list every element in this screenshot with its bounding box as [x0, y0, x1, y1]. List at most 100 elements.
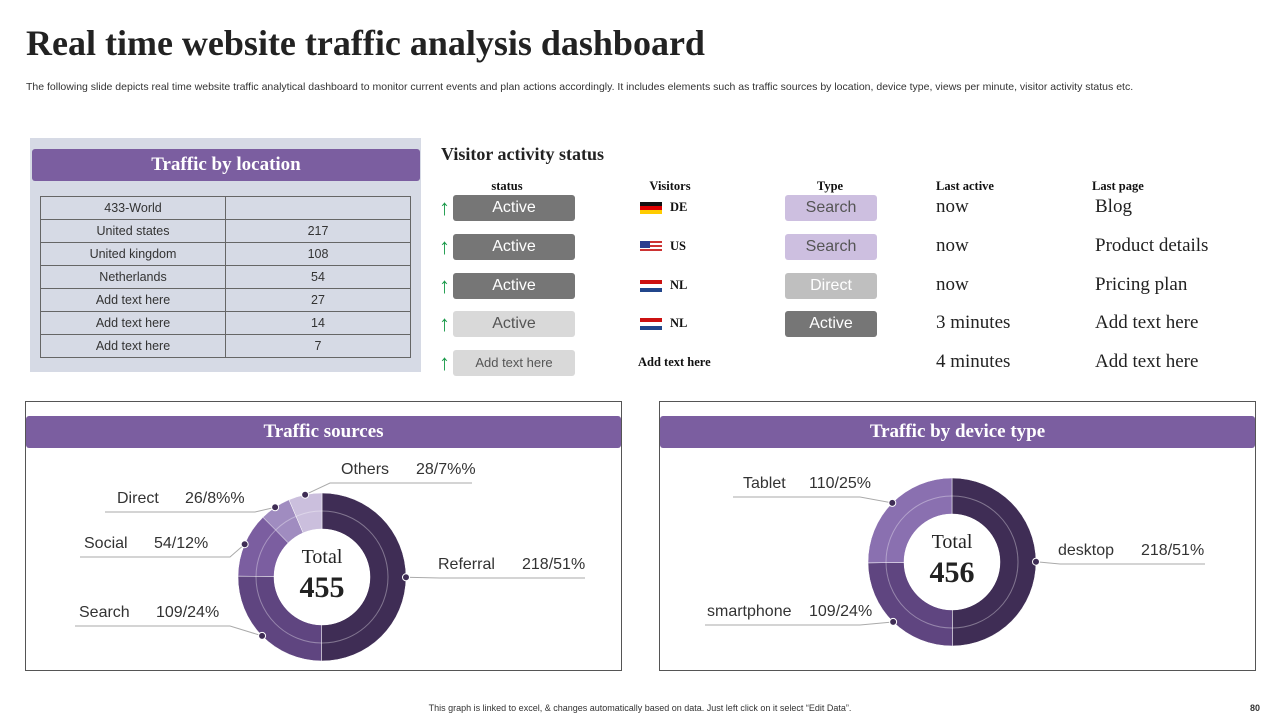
callout-dot: [271, 503, 280, 512]
flag-stripe: [640, 322, 662, 326]
table-row: United kingdom 108: [40, 242, 411, 266]
segment-label: 218/51%: [522, 556, 585, 573]
table-row: Add text here 14: [40, 311, 411, 335]
flag-stripe: [640, 202, 662, 206]
flag-icon: [640, 241, 662, 253]
segment-label: 26/8%%: [185, 490, 245, 507]
callout-dot: [401, 573, 410, 582]
location-header: Traffic by location: [32, 149, 420, 181]
column-header: Last page: [1092, 179, 1144, 193]
segment-name: desktop: [1058, 542, 1114, 559]
table-row: Add text here 7: [40, 334, 411, 358]
last-page: Product details: [1095, 235, 1209, 256]
flag-icon: [640, 202, 662, 214]
type-badge: Search: [785, 234, 877, 260]
visitor-title: Visitor activity status: [441, 144, 604, 164]
inner-ring: [255, 510, 389, 644]
segment-name: Others: [341, 461, 389, 478]
visitor-code: US: [670, 239, 686, 253]
flag-icon: [640, 318, 662, 330]
device-panel: [659, 401, 1256, 671]
title: Real time website traffic analysis dashb…: [26, 23, 705, 63]
last-active: now: [936, 235, 969, 256]
flag-stripe: [640, 318, 662, 322]
last-page: Pricing plan: [1095, 274, 1188, 295]
last-active: 4 minutes: [936, 351, 1011, 372]
segment-label: 110/25%: [809, 475, 871, 492]
segment-label: 109/24%: [156, 604, 219, 621]
table-cell: [225, 196, 411, 220]
callout-line: [105, 506, 276, 513]
visitor-code: NL: [670, 316, 688, 330]
visitor-code: NL: [670, 278, 688, 292]
footer-note: This graph is linked to excel, & changes…: [428, 703, 852, 713]
column-header: status: [491, 179, 523, 193]
callout-line: [75, 625, 263, 637]
last-page: Add text here: [1095, 351, 1199, 372]
sources-header: Traffic sources: [26, 416, 621, 448]
segment-label: 28/7%%: [416, 461, 476, 478]
total-label: Total: [932, 531, 973, 553]
flag-stripe: [640, 288, 662, 292]
table-row: Netherlands 54: [40, 265, 411, 289]
inner-ring: [885, 495, 1019, 629]
column-header: Last active: [936, 179, 994, 193]
type-badge: Active: [785, 311, 877, 337]
flag-stripe: [640, 284, 662, 288]
callout-dot: [258, 631, 267, 640]
callout-line: [80, 543, 245, 558]
callout-dot: [301, 490, 310, 499]
table-cell: 14: [225, 311, 411, 335]
description: The following slide depicts real time we…: [26, 81, 1134, 93]
visitor-code: DE: [670, 200, 688, 214]
total-label: Total: [302, 546, 343, 568]
type-badge: Direct: [785, 273, 877, 299]
status-badge: Add text here: [453, 350, 575, 376]
donut-hole: [274, 529, 370, 625]
flag-canton: [640, 241, 650, 248]
callout-dot: [1031, 557, 1040, 566]
sources-panel: [25, 401, 622, 671]
device-header: Traffic by device type: [660, 416, 1255, 448]
visitor-text: Add text here: [638, 355, 711, 369]
arrow-icon: ↑: [439, 350, 450, 375]
callout-line: [405, 576, 585, 579]
table-cell: United states: [40, 219, 226, 243]
segment-name: Referral: [438, 556, 495, 573]
page-number: 80: [1250, 703, 1261, 713]
table-cell: 7: [225, 334, 411, 358]
segment-name: smartphone: [707, 603, 792, 620]
column-header: Visitors: [649, 179, 691, 193]
donut-hole: [904, 514, 1000, 610]
arrow-icon: ↑: [439, 234, 450, 259]
segment-label: 218/51%: [1141, 542, 1204, 559]
table-row: 433-World: [40, 196, 411, 220]
callout-line: [705, 621, 894, 626]
table-cell: 108: [225, 242, 411, 266]
segment-label: 109/24%: [809, 603, 872, 620]
segment-name: Social: [84, 535, 128, 552]
last-page: Add text here: [1095, 312, 1199, 333]
type-badge: Search: [785, 195, 877, 221]
callout-line: [304, 482, 472, 496]
status-badge: Active: [453, 273, 575, 299]
last-active: now: [936, 274, 969, 295]
segment-label: 54/12%: [154, 535, 208, 552]
callout-dot: [240, 540, 249, 549]
table-row: United states 217: [40, 219, 411, 243]
table-cell: United kingdom: [40, 242, 226, 266]
callout-line: [1035, 561, 1205, 565]
callout-dot: [889, 617, 898, 626]
table-cell: Add text here: [40, 334, 226, 358]
status-badge: Active: [453, 195, 575, 221]
flag-stripe: [640, 326, 662, 330]
flag-stripe: [640, 280, 662, 284]
total-value: 455: [300, 571, 345, 604]
callout-line: [733, 496, 893, 504]
flag-stripe: [640, 206, 662, 210]
arrow-icon: ↑: [439, 195, 450, 220]
total-value: 456: [930, 556, 975, 589]
last-active: 3 minutes: [936, 312, 1011, 333]
